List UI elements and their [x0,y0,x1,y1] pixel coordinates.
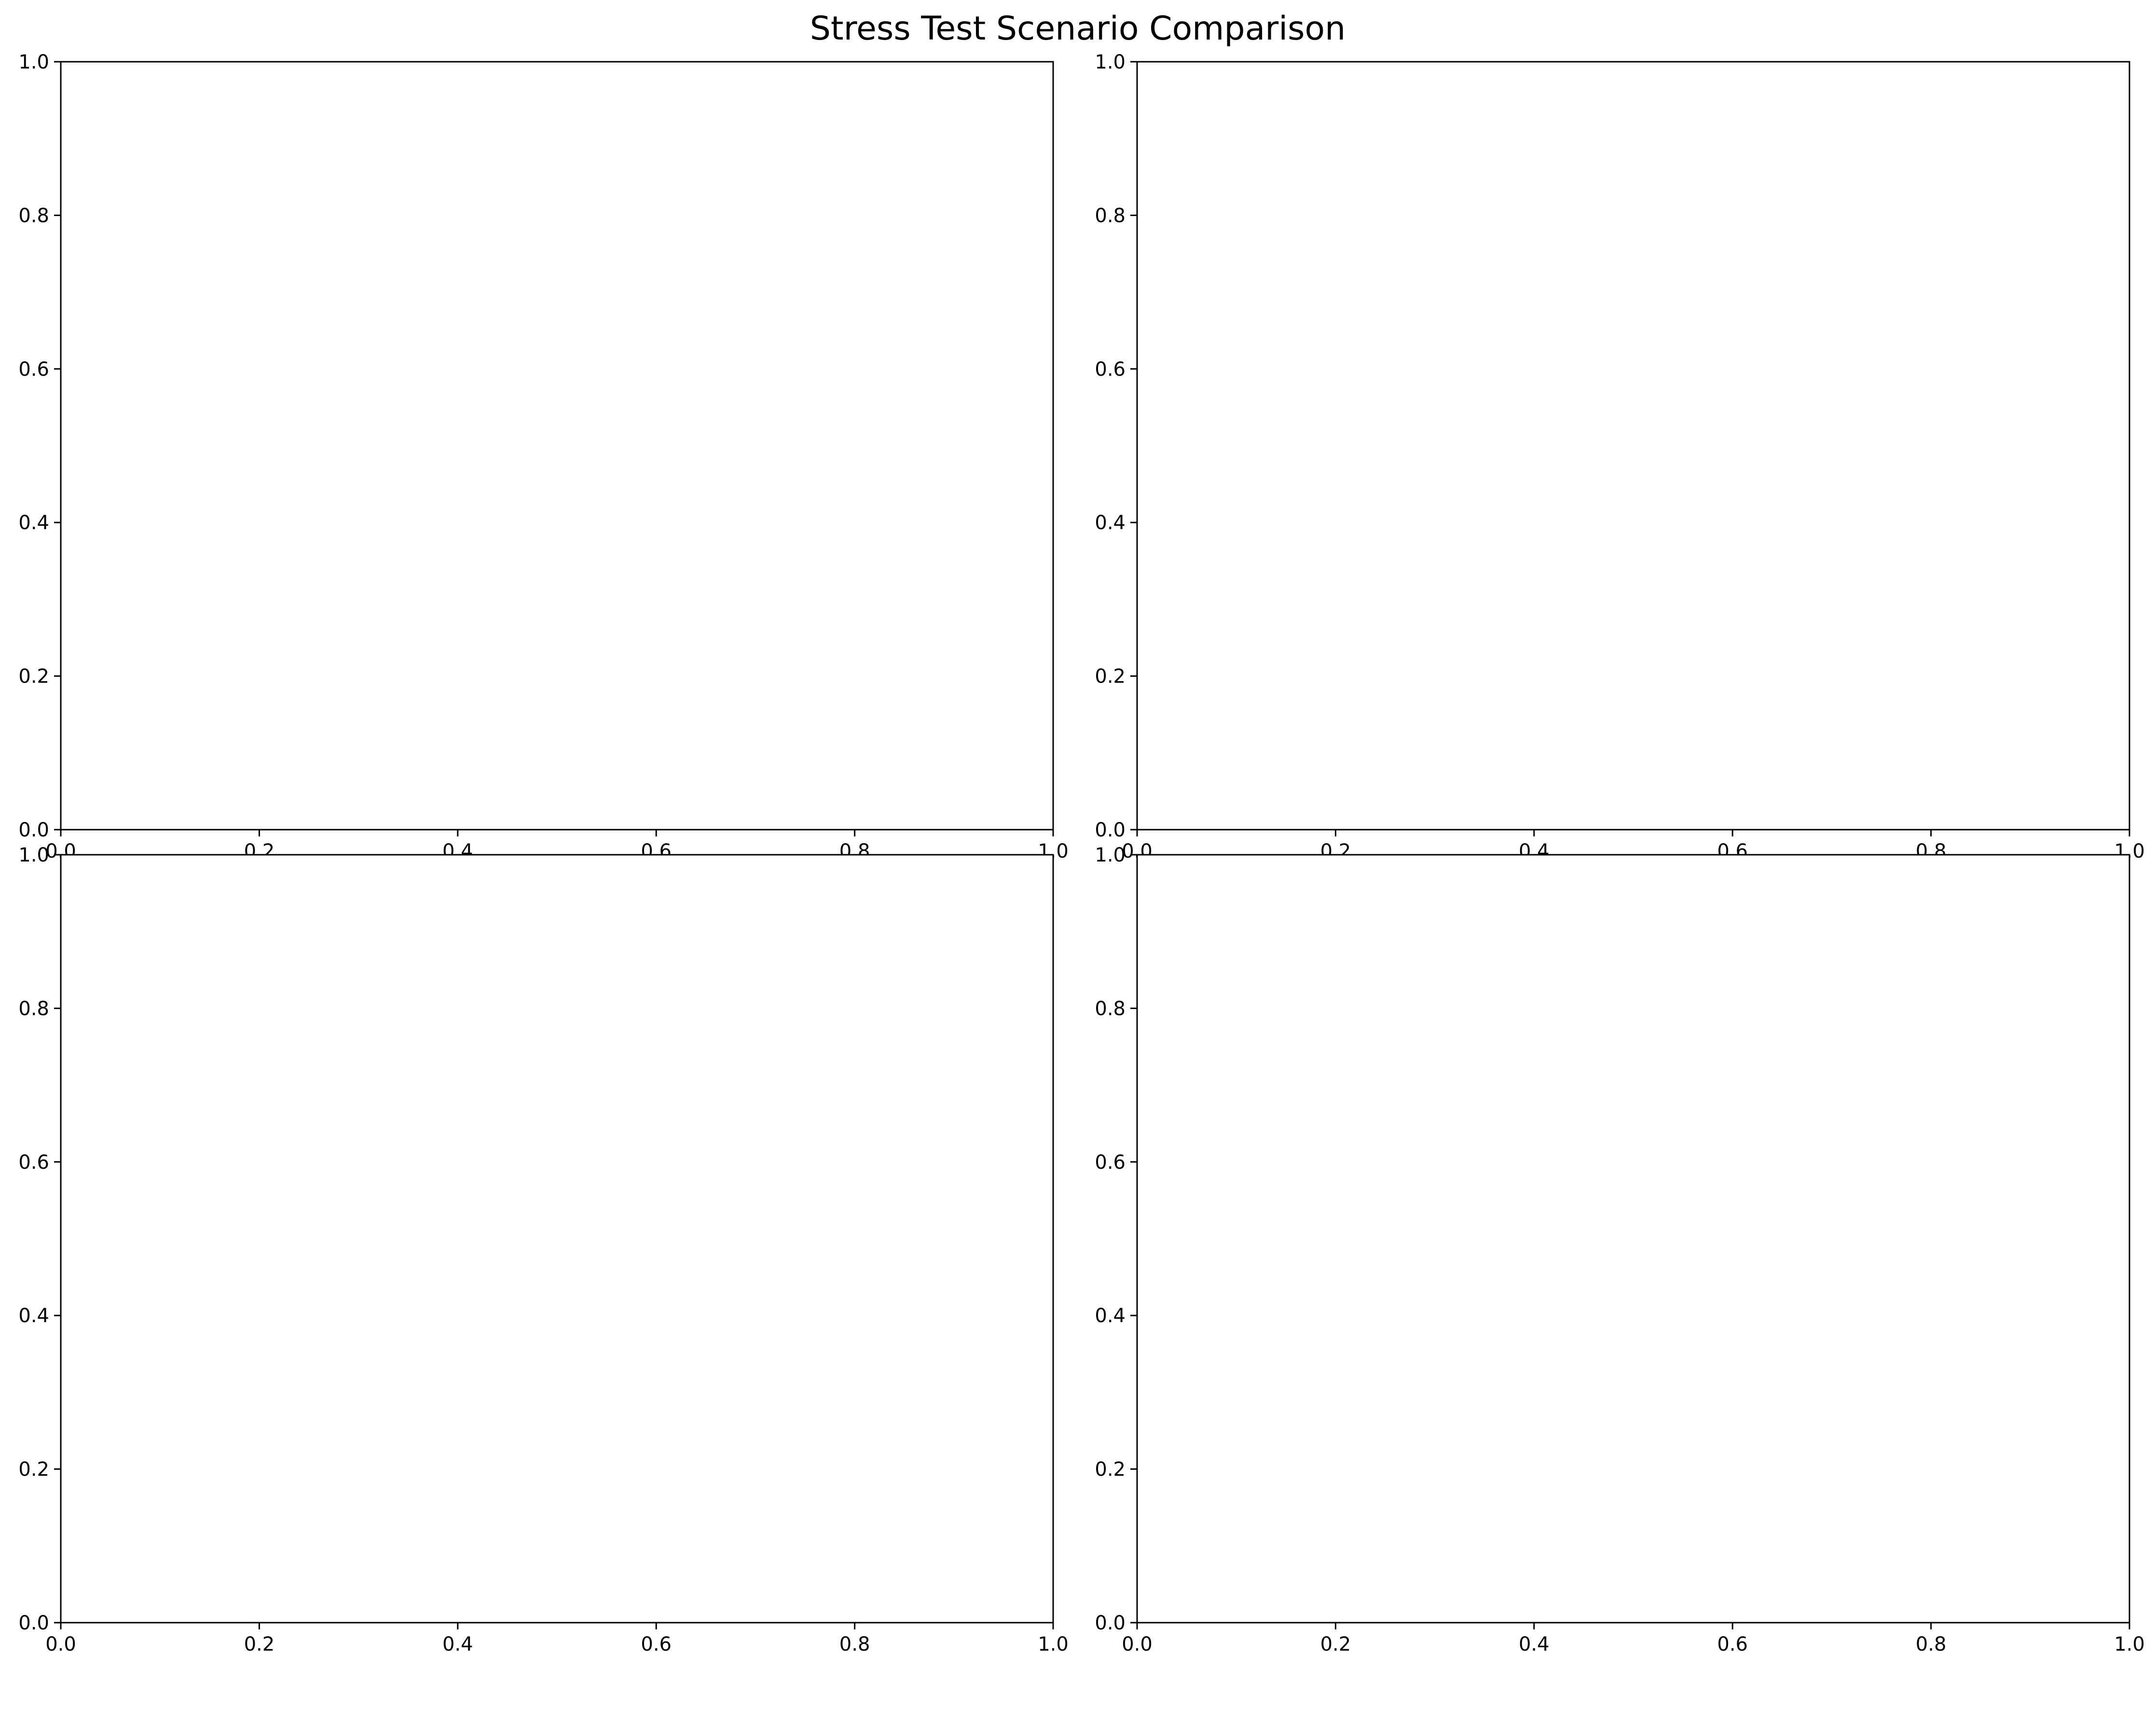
axes-frame [1136,61,2130,831]
subplot-bottom-right: 0.0 0.2 0.4 0.6 0.8 1.0 0.0 0.2 0.4 0.6 0.8 1.0 [1095,844,2144,1655]
y-tick-label: 0.2 [18,666,49,688]
y-tick-label: 0.4 [18,512,49,534]
x-tick-label: 0.0 [45,1633,76,1655]
y-tick-label: 1.0 [1095,844,1126,866]
x-tick-label: 0.2 [244,1633,275,1655]
y-tick-label: 0.0 [1095,819,1126,841]
y-tick-label: 0.6 [18,358,49,381]
y-tick-label: 0.2 [1095,666,1126,688]
y-tick-label: 0.4 [18,1305,49,1327]
y-tick-label: 0.8 [1095,998,1126,1020]
y-tick-label: 0.4 [1095,1305,1126,1327]
x-tick-label: 1.0 [2114,1633,2145,1655]
figure-title: Stress Test Scenario Comparison [810,10,1346,48]
y-tick-label: 0.0 [18,1612,49,1634]
y-tick-label: 0.8 [18,205,49,227]
y-tick-label: 0.6 [18,1151,49,1174]
x-tick-label: 0.8 [1916,1633,1947,1655]
y-tick-label: 0.2 [18,1459,49,1481]
y-tick-label: 0.6 [1095,1151,1126,1174]
y-tick-label: 0.6 [1095,358,1126,381]
subplot-top-left: 0.0 0.2 0.4 0.6 0.8 1.00.00.20.40.60.81.0 [18,51,1068,862]
x-tick-label: 0.2 [1320,1633,1351,1655]
subplot-top-right: 0.0 0.2 0.4 0.6 0.8 1.00.00.20.40.60.81.0 [1095,51,2144,862]
y-tick-label: 0.0 [1095,1612,1126,1634]
axes-frame [60,854,1054,1624]
y-tick-label: 0.8 [1095,205,1126,227]
x-tick-label: 0.4 [442,1633,473,1655]
y-tick-label: 0.0 [18,819,49,841]
x-tick-label: 0.0 [1122,1633,1153,1655]
axes-frame [60,61,1054,831]
x-tick-label: 0.6 [1717,1633,1748,1655]
y-tick-label: 0.2 [1095,1459,1126,1481]
x-tick-label: 0.8 [839,1633,870,1655]
y-tick-label: 1.0 [18,844,49,866]
x-tick-label: 1.0 [1038,1633,1069,1655]
y-tick-label: 0.8 [18,998,49,1020]
x-tick-label: 0.6 [641,1633,672,1655]
subplot-grid: 0.0 0.2 0.4 0.6 0.8 1.00.00.20.40.60.81.00.0 0… [18,51,2144,1655]
x-tick-label: 0.4 [1519,1633,1550,1655]
y-tick-label: 1.0 [1095,51,1126,73]
subplot-bottom-left: 0.0 0.2 0.4 0.6 0.8 1.0 0.0 0.2 0.4 0.6 0.8 1.0 [18,844,1068,1655]
y-tick-label: 0.4 [1095,512,1126,534]
y-tick-label: 1.0 [18,51,49,73]
axes-frame [1136,854,2130,1624]
